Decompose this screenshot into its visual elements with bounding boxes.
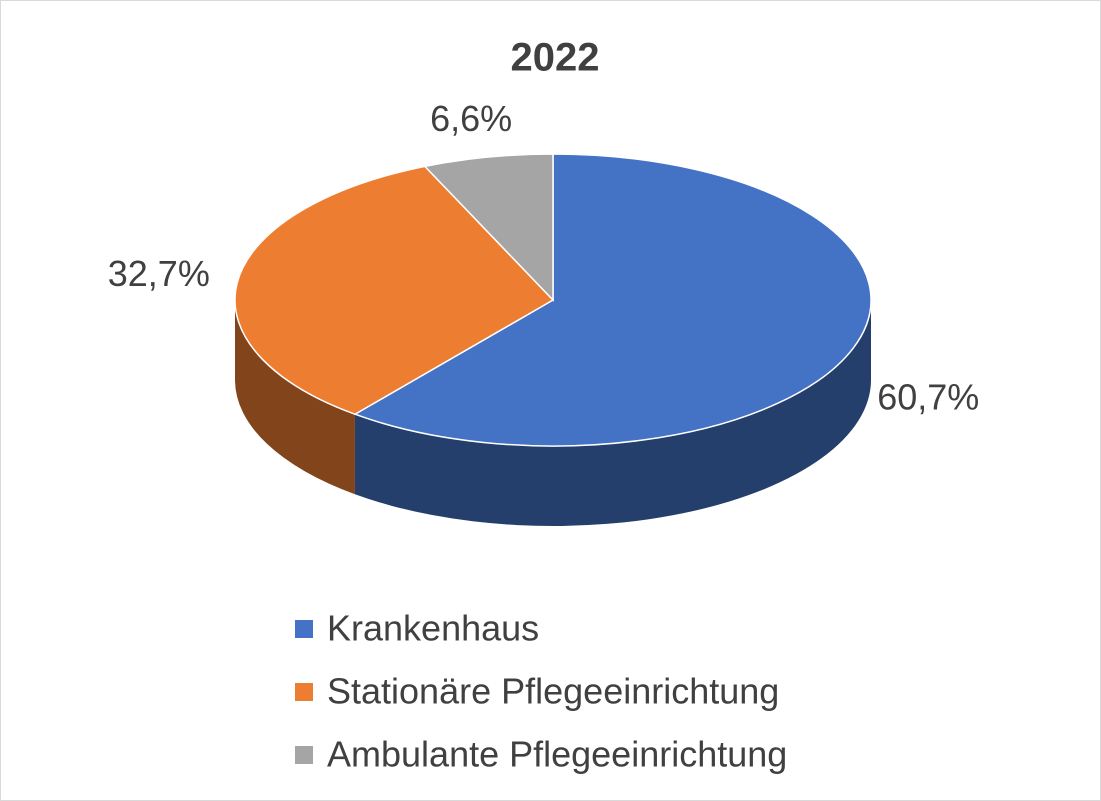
legend-label: Ambulante Pflegeeinrichtung (327, 734, 787, 775)
data-label: 6,6% (430, 98, 512, 139)
legend-swatch (295, 746, 313, 764)
pie-slice (353, 153, 872, 447)
legend-label: Krankenhaus (327, 608, 539, 649)
pie-slice (234, 165, 555, 416)
chart-title: 2022 (511, 36, 600, 80)
data-label: 60,7% (877, 377, 979, 418)
legend-swatch (295, 683, 313, 701)
legend-label: Stationäre Pflegeeinrichtung (327, 671, 779, 712)
legend-swatch (295, 620, 313, 638)
data-label: 32,7% (108, 253, 210, 294)
pie-side (354, 300, 871, 526)
pie-slice (423, 153, 554, 302)
pie-side (235, 300, 355, 495)
